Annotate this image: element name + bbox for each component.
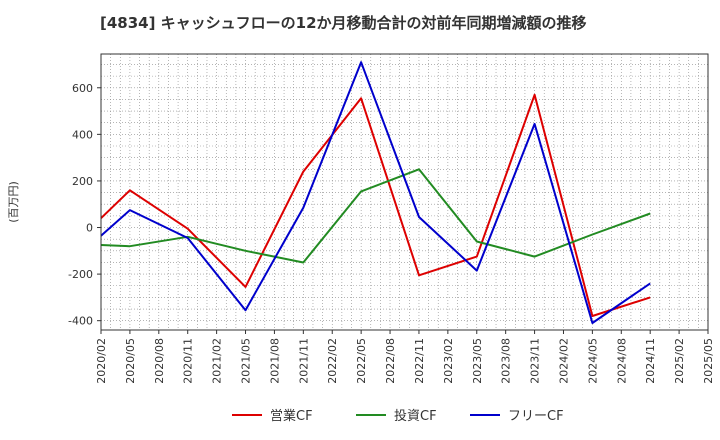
y-axis-label: (百万円) <box>7 181 20 223</box>
legend-label-3: フリーCF <box>508 409 564 424</box>
grid <box>101 54 708 330</box>
x-tick-label: 2024/02 <box>557 338 570 384</box>
y-tick-label: -400 <box>68 315 93 328</box>
series-line-1 <box>100 93 651 317</box>
x-tick-label: 2022/08 <box>384 338 397 384</box>
axes: -400 -200 0 200 400 600 2020/02 2020/05 2020/08 2… <box>68 53 715 384</box>
y-tick-label: 0 <box>86 222 93 235</box>
series-line-2 <box>100 168 651 264</box>
x-tick-label: 2023/11 <box>529 338 542 384</box>
x-tick-label: 2020/02 <box>95 338 108 384</box>
y-tick-label: 200 <box>72 175 93 188</box>
chart-title: [4834] キャッシュフローの12か月移動合計の対前年同期増減額の推移 <box>100 14 587 32</box>
series-lines <box>100 61 651 324</box>
x-tick-label: 2020/11 <box>182 338 195 384</box>
x-tick-label: 2021/02 <box>211 338 224 384</box>
x-tick-label: 2024/05 <box>586 338 599 384</box>
legend: 営業CF 投資CF フリーCF <box>232 408 564 424</box>
x-tick-label: 2021/11 <box>297 338 310 384</box>
x-tick-label: 2023/02 <box>442 338 455 384</box>
x-tick-label: 2023/05 <box>471 338 484 384</box>
x-tick-label: 2024/11 <box>644 338 657 384</box>
legend-label-1: 営業CF <box>270 408 313 424</box>
x-tick-label: 2022/11 <box>413 338 426 384</box>
y-tick-label: -200 <box>68 268 93 281</box>
x-tick-label: 2021/08 <box>268 338 281 384</box>
y-tick-label: 600 <box>72 82 93 95</box>
x-tick-label: 2020/05 <box>124 338 137 384</box>
x-tick-label: 2024/08 <box>615 338 628 384</box>
y-tick-label: 400 <box>72 128 93 141</box>
plot-border <box>100 53 709 331</box>
legend-label-2: 投資CF <box>394 408 437 424</box>
x-tick-label: 2022/02 <box>326 338 339 384</box>
x-tick-label: 2025/02 <box>673 338 686 384</box>
series-line-3 <box>100 61 651 324</box>
x-tick-label: 2023/08 <box>500 338 513 384</box>
x-tick-label: 2021/05 <box>240 338 253 384</box>
x-tick-label: 2020/08 <box>153 338 166 384</box>
plot-area <box>101 54 708 330</box>
x-tick-label: 2025/05 <box>702 338 715 384</box>
x-tick-label: 2022/05 <box>355 338 368 384</box>
